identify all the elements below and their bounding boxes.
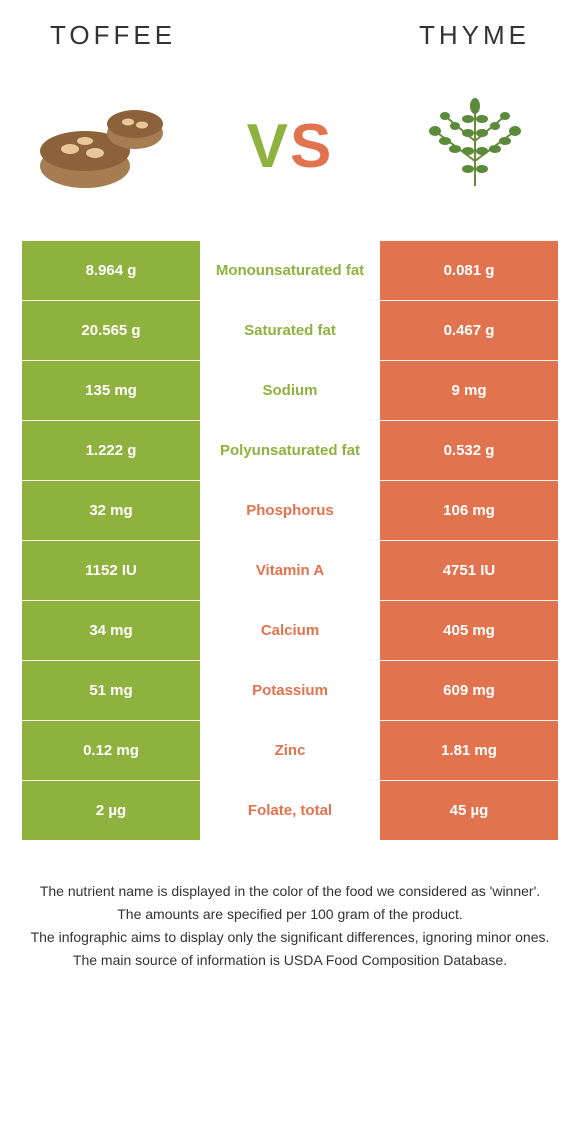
- value-right: 0.532 g: [380, 421, 558, 480]
- table-row: 51 mgPotassium609 mg: [22, 661, 558, 720]
- value-right: 405 mg: [380, 601, 558, 660]
- value-left: 20.565 g: [22, 301, 200, 360]
- value-right: 9 mg: [380, 361, 558, 420]
- table-row: 32 mgPhosphorus106 mg: [22, 481, 558, 540]
- title-left: Toffee: [50, 20, 176, 51]
- value-right: 609 mg: [380, 661, 558, 720]
- vs-v: V: [247, 112, 290, 181]
- table-row: 34 mgCalcium405 mg: [22, 601, 558, 660]
- value-left: 34 mg: [22, 601, 200, 660]
- value-right: 1.81 mg: [380, 721, 558, 780]
- value-right: 45 µg: [380, 781, 558, 840]
- header: Toffee Thyme: [0, 0, 580, 61]
- value-left: 135 mg: [22, 361, 200, 420]
- nutrient-label: Polyunsaturated fat: [200, 421, 380, 480]
- footer-notes: The nutrient name is displayed in the co…: [0, 841, 580, 971]
- table-row: 20.565 gSaturated fat0.467 g: [22, 301, 558, 360]
- nutrient-label: Monounsaturated fat: [200, 241, 380, 300]
- footer-line-2: The amounts are specified per 100 gram o…: [30, 904, 550, 925]
- value-left: 1.222 g: [22, 421, 200, 480]
- footer-line-3: The infographic aims to display only the…: [30, 927, 550, 948]
- value-right: 4751 IU: [380, 541, 558, 600]
- nutrient-label: Zinc: [200, 721, 380, 780]
- nutrient-label: Sodium: [200, 361, 380, 420]
- value-left: 51 mg: [22, 661, 200, 720]
- nutrient-label: Potassium: [200, 661, 380, 720]
- value-left: 8.964 g: [22, 241, 200, 300]
- table-row: 1152 IUVitamin A4751 IU: [22, 541, 558, 600]
- nutrient-label: Folate, total: [200, 781, 380, 840]
- value-left: 0.12 mg: [22, 721, 200, 780]
- nutrient-label: Phosphorus: [200, 481, 380, 540]
- table-row: 8.964 gMonounsaturated fat0.081 g: [22, 241, 558, 300]
- footer-line-1: The nutrient name is displayed in the co…: [30, 881, 550, 902]
- nutrient-label: Calcium: [200, 601, 380, 660]
- table-row: 0.12 mgZinc1.81 mg: [22, 721, 558, 780]
- value-left: 32 mg: [22, 481, 200, 540]
- value-right: 106 mg: [380, 481, 558, 540]
- vs-s: S: [290, 112, 333, 181]
- hero-row: VS: [0, 61, 580, 241]
- comparison-table: 8.964 gMonounsaturated fat0.081 g20.565 …: [0, 241, 580, 840]
- vs-label: VS: [247, 111, 334, 182]
- table-row: 2 µgFolate, total45 µg: [22, 781, 558, 840]
- nutrient-label: Vitamin A: [200, 541, 380, 600]
- value-right: 0.081 g: [380, 241, 558, 300]
- table-row: 135 mgSodium9 mg: [22, 361, 558, 420]
- nutrient-label: Saturated fat: [200, 301, 380, 360]
- value-left: 2 µg: [22, 781, 200, 840]
- value-left: 1152 IU: [22, 541, 200, 600]
- footer-line-4: The main source of information is USDA F…: [30, 950, 550, 971]
- toffee-image: [30, 91, 180, 201]
- thyme-image: [400, 91, 550, 201]
- table-row: 1.222 gPolyunsaturated fat0.532 g: [22, 421, 558, 480]
- value-right: 0.467 g: [380, 301, 558, 360]
- title-right: Thyme: [419, 20, 530, 51]
